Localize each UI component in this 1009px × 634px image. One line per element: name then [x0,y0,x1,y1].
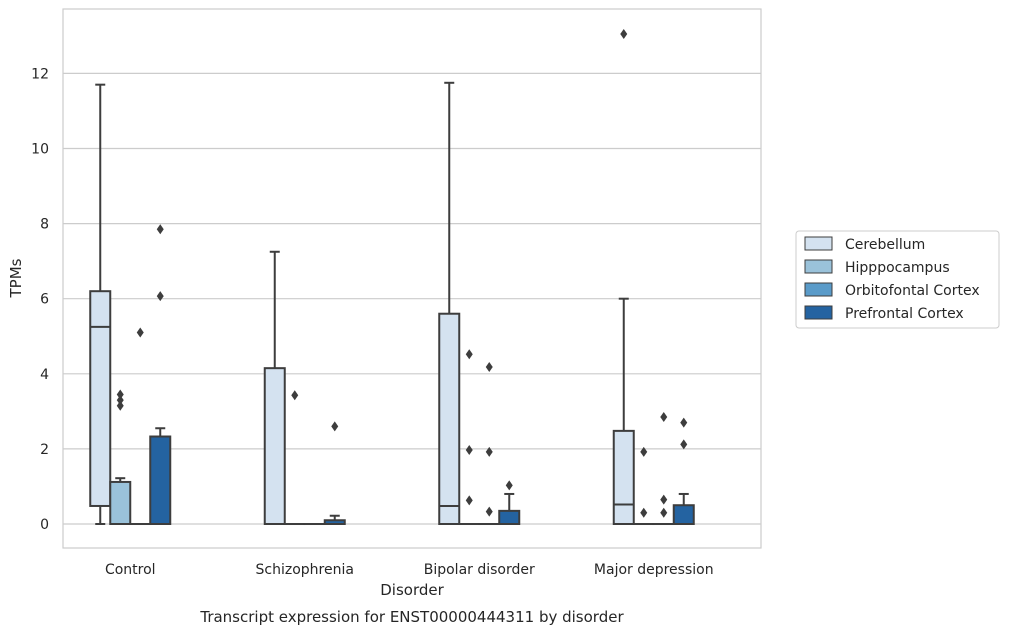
outlier-point [116,395,124,406]
legend-label: Cerebellum [845,237,925,253]
box-prefrontal-cortex [498,492,521,526]
y-tick-label: 10 [31,142,49,158]
outlier-point [660,494,668,505]
y-axis-label: TPMs [7,258,25,298]
outlier-point [640,446,648,457]
box [109,480,132,525]
gridlines [63,72,761,525]
outlier-point [680,439,688,450]
y-tick-label: 12 [31,66,49,82]
boxes [89,81,695,526]
x-tick-label: Major depression [594,562,714,578]
legend-swatch [804,236,833,251]
y-tick-label: 0 [40,517,49,533]
box-prefrontal-cortex [323,514,346,525]
box [498,509,521,526]
box-cerebellum [263,250,286,526]
legend-swatch [804,282,833,297]
outlier-point [485,446,493,457]
outlier-point [680,417,688,428]
box [612,429,635,526]
x-tick-label: Control [105,562,156,578]
y-tick-label: 6 [40,292,49,308]
plot-frame [62,8,762,549]
box [89,290,112,507]
outlier-point [660,411,668,422]
box-prefrontal-cortex [672,492,695,526]
outlier-point [156,224,164,235]
outlier-point [116,400,124,411]
box-prefrontal-cortex [149,427,172,526]
outlier-point [620,28,628,39]
box-cerebellum [612,297,635,526]
box-hipppocampus [109,477,132,525]
outliers [116,28,688,518]
outlier-point [485,362,493,373]
chart-caption: Transcript expression for ENST0000044431… [199,608,624,626]
outlier-point [485,506,493,517]
outlier-point [136,327,144,338]
box [263,367,286,526]
outlier-point [505,480,513,491]
y-tick-label: 8 [40,217,49,233]
legend-label: Prefrontal Cortex [845,306,964,322]
box [438,312,461,525]
legend-swatch [804,305,833,320]
legend: Cerebellum Hipppocampus Orbitofontal Corte… [795,230,1000,329]
outlier-point [465,349,473,360]
outlier-point [116,389,124,400]
legend-label: Hipppocampus [845,260,950,276]
outlier-point [660,507,668,518]
legend-items: Cerebellum Hipppocampus Orbitofontal Corte… [804,236,980,322]
outlier-point [291,390,299,401]
outlier-point [331,421,339,432]
outlier-point [465,445,473,456]
legend-label: Orbitofontal Cortex [845,283,980,299]
legend-swatch [804,259,833,274]
legend-frame [795,230,1000,329]
outlier-point [465,495,473,506]
x-tick-label: Bipolar disorder [424,562,535,578]
outlier-point [156,291,164,302]
y-tick-labels: 0 2 4 6 8 10 12 [31,66,49,533]
y-tick-label: 4 [40,367,49,383]
y-tick-label: 2 [40,442,49,458]
x-tick-labels: Control Schizophrenia Bipolar disorder Majo… [105,562,714,578]
box [149,435,172,526]
box [672,504,695,526]
x-axis-label: Disorder [380,581,444,599]
x-tick-label: Schizophrenia [256,562,354,578]
box-cerebellum [89,83,112,525]
outlier-point [640,507,648,518]
box-cerebellum [438,81,461,525]
